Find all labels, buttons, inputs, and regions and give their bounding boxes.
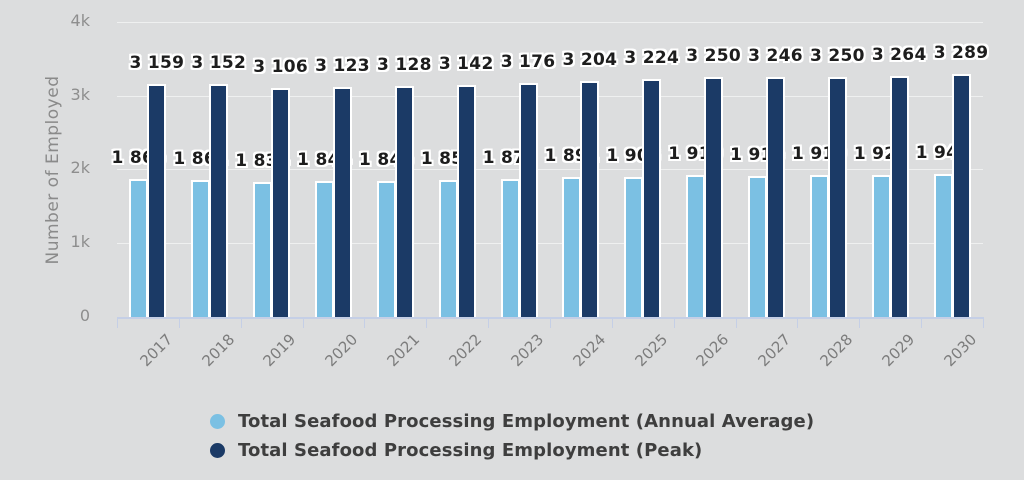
value-label-peak-2023: 3 176 [500,51,556,72]
bar-peak-2025[interactable] [642,79,662,317]
value-label-peak-2021: 3 128 [376,55,432,76]
bar-peak-2021[interactable] [394,86,414,317]
bar-annual-average-2020[interactable] [315,180,334,317]
x-axis-tick [611,318,613,328]
x-axis-tick [117,318,118,328]
value-label-peak-2018: 3 152 [191,53,247,74]
y-tick-label-0: 0 [79,306,90,325]
value-label-peak-2024: 3 204 [562,49,618,70]
bar-peak-2029[interactable] [889,76,909,317]
y-tick-label-1k: 1k [70,232,90,252]
x-axis-label-2029: 2029 [878,330,919,371]
value-label-peak-2026: 3 250 [686,46,742,67]
bar-peak-2019[interactable] [271,87,291,317]
bar-annual-average-2025[interactable] [624,176,644,317]
value-label-peak-2025: 3 224 [624,48,680,69]
x-axis-tick [921,318,923,328]
value-label-peak-2019: 3 106 [253,56,309,77]
bar-annual-average-2017[interactable] [129,179,149,317]
y-tick-label-4k: 4k [70,10,90,30]
bar-peak-2026[interactable] [704,77,724,317]
gridline-2k [117,169,983,171]
x-axis-label-2020: 2020 [321,330,362,371]
x-axis-label-2021: 2021 [383,330,424,371]
value-label-peak-2022: 3 142 [438,54,494,75]
bar-peak-2023[interactable] [518,82,538,317]
bar-annual-average-2018[interactable] [191,179,211,317]
x-axis-tick [550,318,551,328]
legend: Total Seafood Processing Employment (Ann… [210,407,814,465]
x-axis-tick [364,318,366,328]
value-label-peak-2027: 3 246 [748,46,803,67]
legend-marker-peak-icon [210,443,225,458]
x-axis-tick [302,318,304,328]
x-axis-tick [797,318,799,328]
x-axis-label-2018: 2018 [198,330,238,371]
gridline-3k [117,95,983,97]
y-tick-label-2k: 2k [70,158,90,178]
bar-annual-average-2023[interactable] [500,178,520,317]
x-axis-label-2023: 2023 [507,330,548,371]
legend-label-annual-average: Total Seafood Processing Employment (Ann… [238,411,815,432]
y-tick-label-3k: 3k [70,84,90,104]
value-label-peak-2017: 3 159 [129,52,185,73]
bar-annual-average-2022[interactable] [438,180,458,317]
bar-annual-average-2019[interactable] [253,181,273,317]
x-axis-label-2027: 2027 [754,330,795,371]
x-axis-tick [673,318,675,328]
bar-annual-average-2027[interactable] [748,175,767,317]
x-axis-tick [859,318,861,328]
bar-annual-average-2030[interactable] [933,173,953,317]
x-axis-label-2028: 2028 [816,330,857,371]
value-label-peak-2030: 3 289 [933,43,989,64]
x-axis-tick [178,318,180,328]
gridline-1k [117,243,983,245]
legend-label-peak: Total Seafood Processing Employment (Pea… [238,440,703,461]
x-axis-tick [426,318,428,328]
bar-annual-average-2029[interactable] [871,174,891,317]
bar-peak-2024[interactable] [580,80,600,317]
value-label-peak-2020: 3 123 [315,55,370,76]
bar-peak-2030[interactable] [951,74,971,317]
bar-peak-2028[interactable] [827,77,847,317]
legend-item-peak[interactable]: Total Seafood Processing Employment (Pea… [210,436,814,465]
bar-annual-average-2026[interactable] [686,175,706,317]
bar-peak-2022[interactable] [456,85,476,317]
bar-annual-average-2021[interactable] [376,180,396,317]
legend-marker-annual-average-icon [210,414,225,429]
x-axis-label-2022: 2022 [445,330,486,371]
x-axis-label-2030: 2030 [940,330,981,371]
legend-item-annual-average[interactable]: Total Seafood Processing Employment (Ann… [210,407,814,436]
gridline-4k [117,21,983,23]
value-label-peak-2029: 3 264 [871,45,927,66]
x-axis-label-2019: 2019 [259,330,300,371]
bar-peak-2017[interactable] [147,83,167,317]
bar-peak-2020[interactable] [333,86,352,317]
value-label-peak-2028: 3 250 [809,46,865,67]
x-axis-label-2025: 2025 [631,330,671,371]
bar-annual-average-2028[interactable] [809,175,829,317]
x-axis-label-2026: 2026 [692,330,733,371]
x-axis-tick [735,318,737,328]
x-axis-label-2024: 2024 [569,330,609,371]
bar-peak-2018[interactable] [209,84,229,317]
x-axis-tick [488,318,490,328]
x-axis-label-2017: 2017 [136,330,176,371]
x-axis-tick [240,318,242,328]
bar-annual-average-2024[interactable] [562,177,582,317]
bar-peak-2027[interactable] [766,77,785,317]
x-axis-tick [983,318,984,328]
